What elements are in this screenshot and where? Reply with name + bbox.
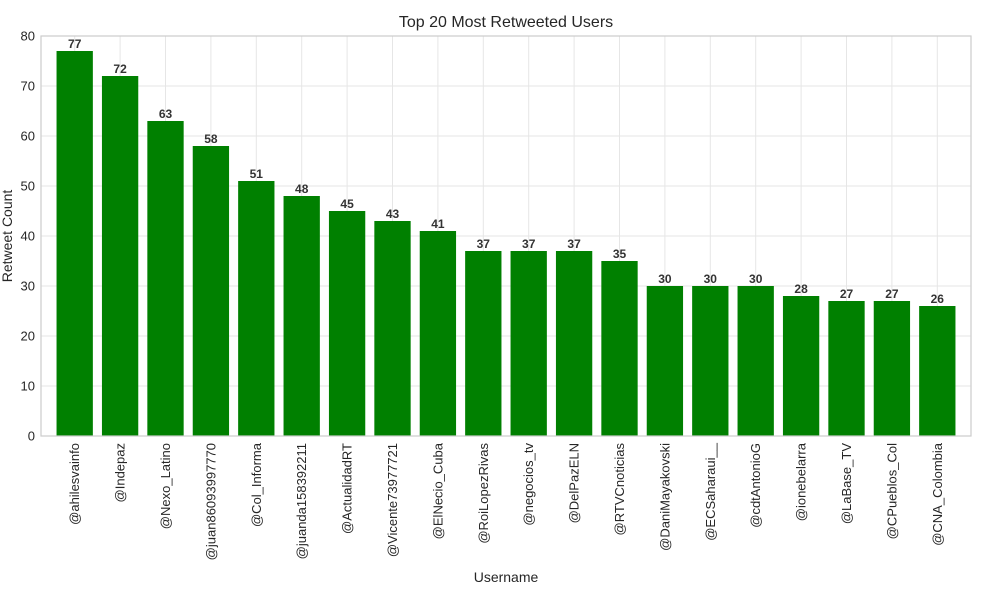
bar-value-label: 63 [159,107,173,121]
y-tick-label: 50 [21,179,35,194]
x-tick-label: @ActualidadRT [340,443,355,534]
bar-value-label: 30 [658,272,672,286]
bar-value-label: 45 [340,197,354,211]
x-tick-label: @RTVCnoticias [612,443,627,536]
bar [828,301,865,436]
x-tick-label: @ElNecio_Cuba [430,442,445,539]
bars [56,51,956,436]
bar-value-label: 41 [431,217,445,231]
bar-value-labels: 77 72 63 58 51 48 45 43 41 37 37 37 35 30 30 30 28 27 27 26 [68,37,944,306]
x-tick-label: @DelPazELN [567,443,582,523]
bar [510,251,547,436]
bar-value-label: 28 [794,282,808,296]
y-tick-label: 70 [21,79,35,94]
bar [101,76,139,436]
y-tick-label: 40 [21,229,35,244]
x-tick-label: @RoiLopezRivas [476,443,491,544]
bar-value-label: 72 [113,62,127,76]
x-tick-label: @ionebelarra [794,442,809,521]
y-axis-ticks: 0 10 20 30 40 50 60 70 80 [21,29,35,444]
bar [782,296,820,436]
bar-value-label: 37 [522,237,536,251]
y-tick-label: 80 [21,29,35,44]
x-axis-label: Username [474,569,539,585]
bar [873,301,911,436]
bar-value-label: 27 [885,287,899,301]
x-axis-ticks: @ahilesvainfo @Indepaz @Nexo_Latino @juan86… [67,442,945,560]
bar [737,286,774,436]
bar-value-label: 77 [68,37,82,51]
x-tick-label: @Indepaz [113,443,128,502]
bar [601,261,638,436]
y-tick-label: 0 [28,429,35,444]
bar [192,146,230,436]
bar-value-label: 58 [204,132,218,146]
bar-value-label: 48 [295,182,309,196]
plot-frame [40,35,972,437]
bar-value-label: 27 [840,287,854,301]
x-tick-label: @Col_Informa [249,442,264,527]
x-tick-label: @ECSaharaui__ [703,442,718,541]
bar-value-label: 37 [477,237,491,251]
chart-title: Top 20 Most Retweeted Users [399,14,613,31]
x-tick-label: @juan86093997770 [203,443,218,560]
bar-value-label: 43 [386,207,400,221]
x-tick-label: @CPueblos_Col [884,443,899,539]
bar-value-label: 37 [567,237,581,251]
bar [692,286,729,436]
y-tick-label: 30 [21,279,35,294]
bar [465,251,502,436]
bar [919,306,956,436]
x-tick-label: @Nexo_Latino [158,443,173,529]
x-tick-label: @CNA_Colombia [930,442,945,546]
bar-value-label: 51 [250,167,264,181]
bar [555,251,593,436]
bar [56,51,93,436]
bar [283,196,320,436]
x-tick-label: @ahilesvainfo [67,443,82,525]
x-tick-label: @juanda158392211 [294,443,309,559]
y-tick-label: 10 [21,379,35,394]
x-tick-label: @LaBase_TV [839,443,854,524]
bar [238,181,275,436]
bar-value-label: 30 [704,272,718,286]
bar-value-label: 26 [931,292,945,306]
x-tick-label: @DaniMayakovski [657,443,672,551]
x-tick-label: @Vicente73977721 [385,443,400,557]
bar [147,121,184,436]
x-tick-label: @negocios_tv [521,443,536,526]
bar [328,211,366,436]
y-axis-label: Retweet Count [0,190,15,283]
y-tick-label: 20 [21,329,35,344]
y-tick-label: 60 [21,129,35,144]
x-tick-label: @cdtAntonioG [748,443,763,528]
bar [374,221,411,436]
bar-value-label: 30 [749,272,763,286]
bar [419,231,457,436]
bar-value-label: 35 [613,247,627,261]
bar [646,286,684,436]
